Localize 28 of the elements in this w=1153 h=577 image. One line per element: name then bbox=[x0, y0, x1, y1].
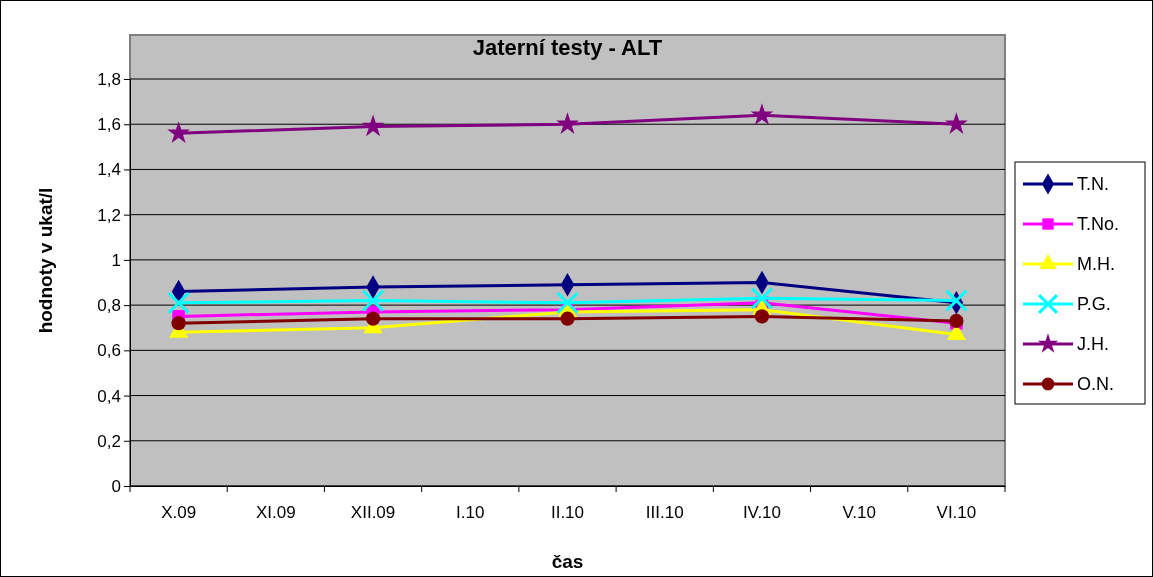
legend-label: O.N. bbox=[1077, 374, 1115, 394]
chart-title: Jaterní testy - ALT bbox=[472, 35, 663, 60]
x-tick-label: X.09 bbox=[161, 503, 197, 523]
y-tick-label: 1,4 bbox=[97, 160, 121, 180]
y-tick-label: 0,4 bbox=[97, 386, 121, 406]
legend-label: M.H. bbox=[1077, 254, 1115, 274]
x-tick-label: II.10 bbox=[550, 503, 585, 523]
legend-label: J.H. bbox=[1077, 334, 1110, 354]
y-tick-label: 0,8 bbox=[97, 296, 121, 316]
y-tick-label: 0,6 bbox=[97, 341, 121, 361]
y-tick-label: 0,2 bbox=[97, 431, 121, 451]
x-tick-label: XII.09 bbox=[350, 503, 396, 523]
y-tick-label: 1,8 bbox=[97, 69, 121, 89]
x-axis-title: čas bbox=[551, 551, 584, 572]
legend-label: P.G. bbox=[1077, 294, 1111, 314]
legend-label: T.N. bbox=[1077, 174, 1110, 194]
y-tick-label: 1 bbox=[111, 250, 121, 270]
x-tick-label: III.10 bbox=[645, 503, 684, 523]
x-tick-label: IV.10 bbox=[742, 503, 782, 523]
y-tick-label: 1,6 bbox=[97, 115, 121, 135]
y-tick-label: 0 bbox=[111, 476, 121, 496]
x-tick-label: V.10 bbox=[842, 503, 876, 523]
y-tick-label: 1,2 bbox=[97, 205, 121, 225]
legend-label: T.No. bbox=[1077, 214, 1120, 234]
x-tick-label: XI.09 bbox=[255, 503, 296, 523]
y-axis-title: hodnoty v ukat/l bbox=[35, 187, 56, 334]
x-tick-label: VI.10 bbox=[936, 503, 977, 523]
x-tick-label: I.10 bbox=[456, 503, 485, 523]
